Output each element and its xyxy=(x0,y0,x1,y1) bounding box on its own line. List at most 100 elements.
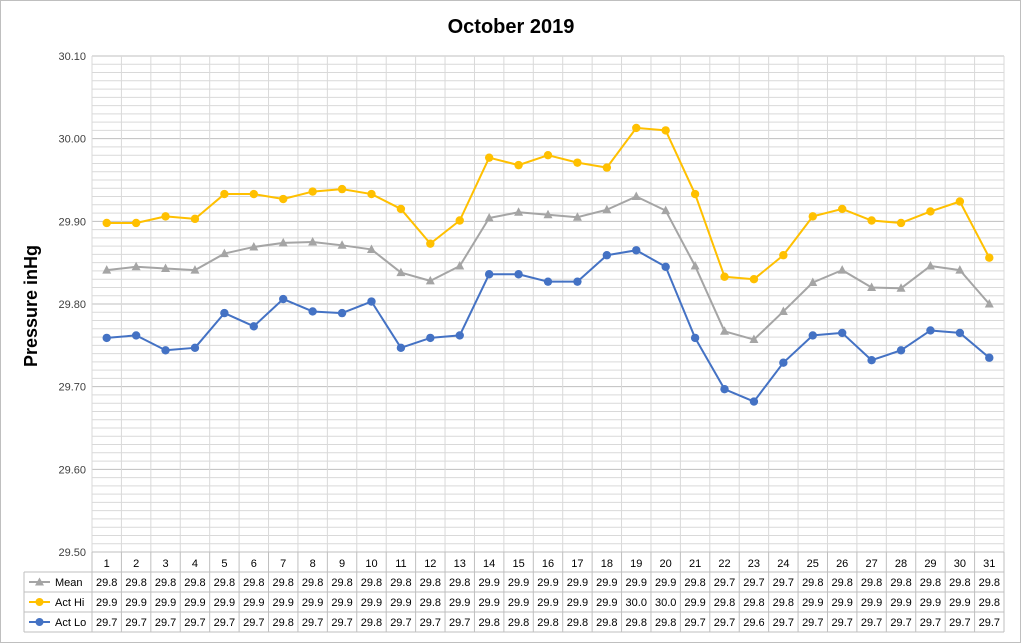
table-cell-value: 29.9 xyxy=(390,597,411,609)
table-cell-value: 29.7 xyxy=(243,617,264,629)
data-point xyxy=(426,239,435,248)
x-category-label: 16 xyxy=(542,558,554,570)
x-category-label: 13 xyxy=(454,558,466,570)
table-cell-value: 29.9 xyxy=(920,597,941,609)
table-cell-value: 29.9 xyxy=(567,597,588,609)
table-cell-value: 29.7 xyxy=(125,617,146,629)
table-cell-value: 29.7 xyxy=(802,617,823,629)
x-category-label: 17 xyxy=(571,558,583,570)
table-cell-value: 29.7 xyxy=(684,617,705,629)
x-category-label: 6 xyxy=(251,558,257,570)
data-point xyxy=(808,277,818,287)
y-tick-labels: 29.50 29.60 29.70 29.80 29.90 30.00 30.10 xyxy=(58,51,86,559)
data-point xyxy=(219,248,229,258)
table-cell-value: 30.0 xyxy=(626,597,647,609)
table-cell-value: 29.8 xyxy=(420,597,441,609)
x-category-label: 1 xyxy=(104,558,110,570)
data-point xyxy=(131,331,141,340)
table-cell-value: 29.8 xyxy=(361,577,382,589)
data-point xyxy=(455,260,465,270)
table-cell-value: 29.9 xyxy=(508,577,529,589)
table-cell-value: 29.9 xyxy=(802,597,823,609)
x-category-label: 24 xyxy=(777,558,789,570)
data-point xyxy=(572,212,582,221)
y-tick-label: 30.10 xyxy=(58,51,86,63)
legend-label: Act Hi xyxy=(55,597,84,609)
data-point xyxy=(778,306,788,315)
x-category-label: 28 xyxy=(895,558,907,570)
data-point xyxy=(808,212,817,221)
data-point xyxy=(602,204,612,214)
x-category-label: 12 xyxy=(424,558,436,570)
y-tick-label: 29.50 xyxy=(58,547,86,559)
data-point xyxy=(543,277,553,286)
x-category-label: 29 xyxy=(924,558,936,570)
x-category-label: 8 xyxy=(310,558,316,570)
data-point xyxy=(220,189,229,199)
chart-title: October 2019 xyxy=(448,16,575,38)
data-point xyxy=(955,328,965,338)
data-point xyxy=(455,216,464,225)
data-point xyxy=(190,343,200,353)
x-category-label: 22 xyxy=(718,558,730,570)
table-cell-value: 29.9 xyxy=(861,597,882,609)
table-cell-value: 29.8 xyxy=(743,597,764,609)
table-cell-value: 29.8 xyxy=(537,617,558,629)
table-cell-value: 29.8 xyxy=(979,577,1000,589)
table-cell-value: 29.9 xyxy=(508,597,529,609)
data-point xyxy=(690,260,700,270)
data-point xyxy=(985,253,994,262)
data-point xyxy=(779,358,788,367)
data-point xyxy=(514,207,524,216)
data-point xyxy=(925,260,935,270)
data-point xyxy=(425,275,435,285)
data-point xyxy=(279,194,288,204)
data-point xyxy=(278,237,288,247)
data-point xyxy=(749,397,759,406)
table-cell-value: 29.9 xyxy=(155,597,176,609)
legend-label: Act Lo xyxy=(55,617,86,629)
table-cell-value: 29.8 xyxy=(96,577,117,589)
x-category-label: 25 xyxy=(807,558,819,570)
table-cell-value: 29.8 xyxy=(273,617,294,629)
data-point xyxy=(632,123,641,133)
y-axis-label: Pressure inHg xyxy=(21,245,41,367)
data-point xyxy=(484,213,494,222)
table-cell-value: 29.9 xyxy=(478,597,499,609)
y-tick-label: 30.00 xyxy=(58,134,86,146)
table-cell-value: 29.8 xyxy=(714,597,735,609)
data-point xyxy=(426,333,435,343)
data-point xyxy=(220,308,229,318)
data-point xyxy=(690,189,700,199)
table-cell-value: 29.8 xyxy=(273,577,294,589)
data-point xyxy=(249,189,259,199)
table-cell-value: 29.7 xyxy=(861,617,882,629)
data-point xyxy=(749,334,759,344)
table-cell-value: 29.7 xyxy=(331,617,352,629)
data-point xyxy=(161,263,171,272)
table-cell-value: 29.9 xyxy=(596,597,617,609)
x-category-label: 27 xyxy=(865,558,877,570)
data-point xyxy=(896,218,906,228)
table-cell-value: 29.9 xyxy=(243,597,264,609)
data-point xyxy=(837,204,847,214)
table-cell-value: 29.7 xyxy=(920,617,941,629)
data-point xyxy=(396,267,406,277)
data-point xyxy=(720,272,729,281)
data-point xyxy=(337,240,347,249)
table-cell-value: 29.9 xyxy=(537,577,558,589)
data-point xyxy=(543,151,553,160)
data-point xyxy=(690,333,700,343)
x-category-label: 9 xyxy=(339,558,345,570)
table-cell-value: 29.8 xyxy=(184,577,205,589)
table-cell-value: 29.9 xyxy=(831,597,852,609)
x-category-label: 20 xyxy=(660,558,672,570)
data-point xyxy=(543,209,553,219)
table-cell-value: 29.7 xyxy=(449,617,470,629)
x-category-label: 2 xyxy=(133,558,139,570)
table-cell-value: 29.9 xyxy=(567,577,588,589)
y-tick-label: 29.70 xyxy=(58,382,86,394)
data-point xyxy=(367,189,376,199)
table-cell-value: 29.7 xyxy=(743,577,764,589)
table-cell-value: 29.9 xyxy=(214,597,235,609)
